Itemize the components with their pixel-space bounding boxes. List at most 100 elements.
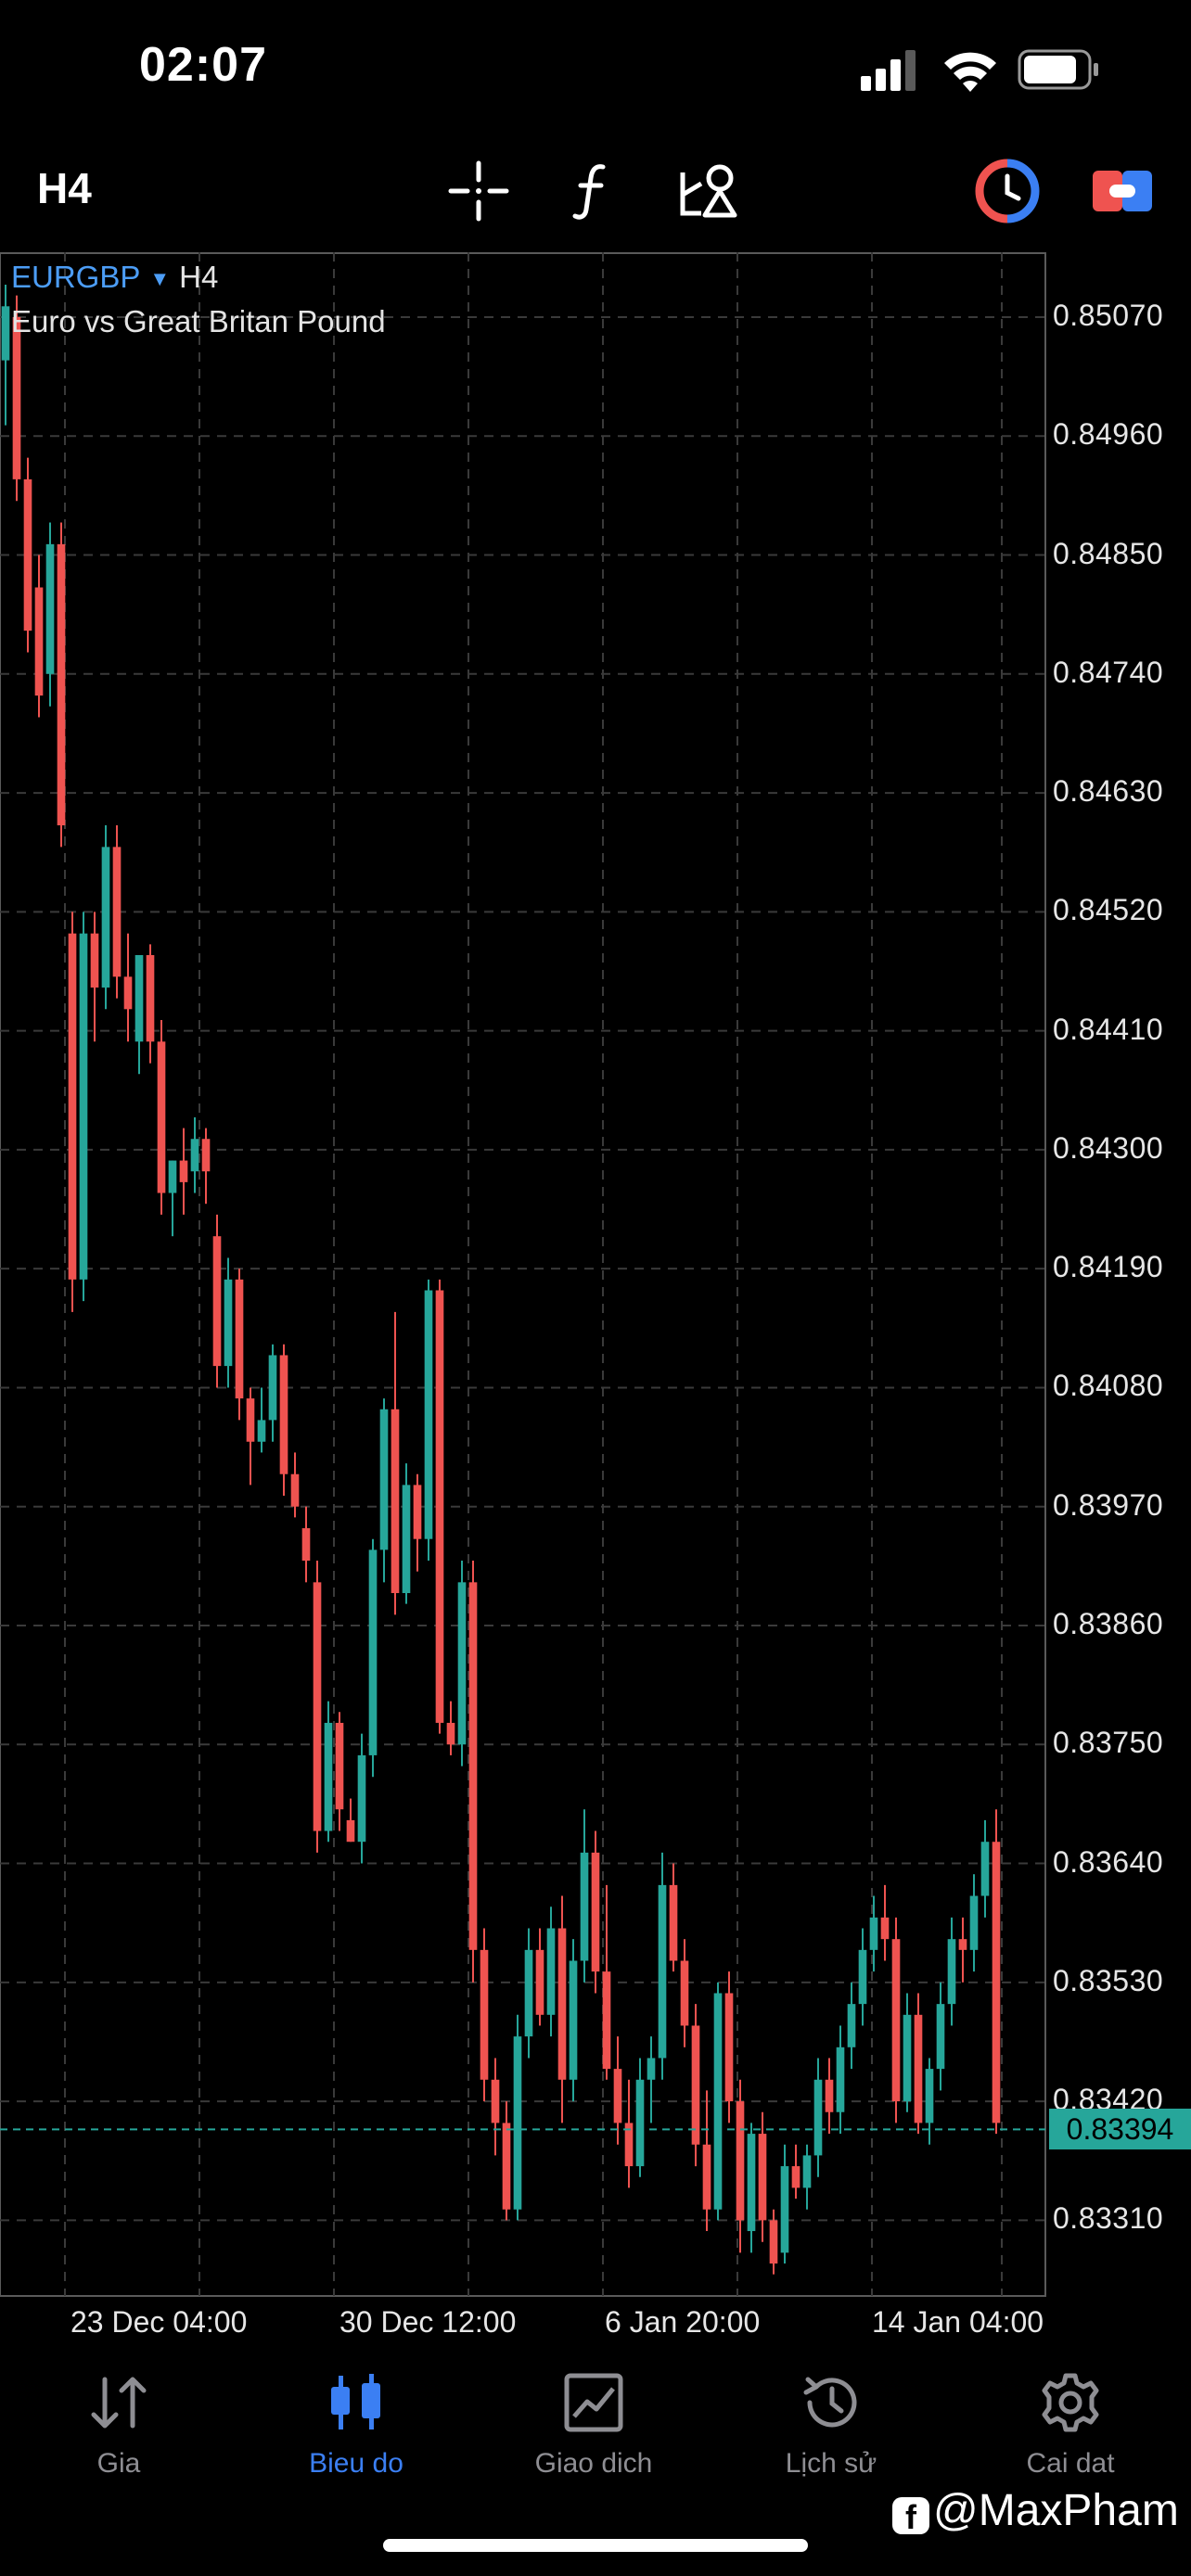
candle-body [45,543,55,674]
indicators-icon[interactable] [560,158,627,224]
price-tick-label: 0.83310 [1053,2201,1164,2236]
candle-body [680,1960,689,2026]
candle-bull [635,2058,645,2177]
trade-icon[interactable] [1089,158,1156,224]
tab-history[interactable]: Lịch sử [712,2337,950,2479]
objects-icon[interactable] [675,158,742,224]
candle-bull [546,1906,556,2037]
candle-body [836,2047,845,2112]
date-tick-label: 23 Dec 04:00 [70,2305,248,2339]
one-click-trading-icon[interactable] [974,158,1041,224]
candle-body [713,1993,723,2210]
symbol-description: Euro vs Great Britan Pound [11,304,386,338]
tab-quotes[interactable]: Gia [0,2337,237,2479]
candle-bull [903,1993,912,2112]
candle-body [201,1139,211,1172]
candle-bear [201,1128,211,1205]
candle-body [613,2069,622,2123]
tab-chart[interactable]: Bieu do [237,2337,475,2479]
candle-bear [958,1917,967,1983]
candle-bear [112,825,122,999]
candle-bear [613,2036,622,2145]
candle-bull [802,2144,812,2210]
caret-down-icon[interactable]: ▼ [149,267,171,291]
trade-chart-icon [564,2373,623,2432]
candle-bear [157,1019,166,1215]
candle-bull [45,522,55,707]
symbol-name[interactable]: EURGBP [11,260,141,294]
candle-bull [713,1982,723,2221]
tab-chart-label: Bieu do [309,2448,403,2479]
candle-body [257,1420,266,1442]
candle-body [769,2220,778,2264]
price-tick-label: 0.83530 [1053,1963,1164,1997]
symbol-header[interactable]: EURGBP ▼ H4 [11,260,218,295]
candle-body [12,316,21,479]
candle-bear [502,2101,511,2221]
candle-bear [68,912,77,1312]
wifi-icon [944,52,996,92]
candle-bull [580,1809,589,1983]
candle-bear [491,2058,500,2156]
candle-bull [1,284,10,426]
candle-body [891,1939,901,2102]
candle-body [813,2079,823,2156]
candle-bull [847,1982,856,2070]
candle-bull [747,2123,756,2253]
candle-body [758,2134,767,2221]
candle-bear [468,1561,478,1983]
candle-body [402,1485,411,1594]
candle-body [847,2004,856,2047]
gear-icon [1042,2373,1099,2432]
candle-body [791,2166,800,2188]
candle-body [480,1949,489,2080]
tab-trade[interactable]: Giao dich [475,2337,712,2479]
candle-body [736,2101,745,2221]
candle-bear [602,1884,611,2080]
candle-bull [869,1895,878,1972]
candle-body [880,1917,890,1940]
candle-body [1,306,10,361]
candle-bear [313,1561,322,1853]
crosshair-icon[interactable] [445,158,512,224]
candle-body [391,1409,400,1594]
candle-bear [346,1798,355,1843]
candle-bull [324,1701,333,1843]
candle-bear [246,1387,255,1486]
tab-settings[interactable]: Cai dat [950,2337,1191,2479]
price-tick-label: 0.84960 [1053,417,1164,452]
candle-bear [758,2111,767,2242]
candle-bull [813,2058,823,2177]
candle-bull [858,1928,867,2026]
candle-body [969,1895,979,1950]
candle-bear [435,1279,444,1734]
candle-bear [413,1473,422,1572]
candle-body [635,2079,645,2167]
facebook-icon: f [892,2497,929,2536]
timeframe-button[interactable]: H4 [37,164,92,212]
candle-body [324,1722,333,1831]
candle-body [123,976,133,1010]
candle-bear [179,1128,188,1215]
candle-body [524,1949,533,2037]
candle-bull [836,2025,845,2135]
chart-area[interactable]: EURGBP ▼ H4 Euro vs Great Britan Pound 0.8… [0,252,1191,2339]
candle-body [992,1842,1001,2123]
candle-bear [123,933,133,1042]
candle-body [747,2134,756,2232]
candle-body [168,1160,177,1193]
candle-bear [769,2209,778,2275]
candle-bear [914,1993,923,2135]
signal-icon [861,50,916,91]
price-tick-label: 0.84410 [1053,1012,1164,1046]
candle-bear [90,912,99,1042]
candle-body [947,1939,956,2005]
symbol-timeframe: H4 [179,260,219,294]
candle-body [157,1041,166,1193]
tab-trade-label: Giao dich [534,2448,653,2479]
candle-bear [691,2004,700,2167]
price-tick-label: 0.83860 [1053,1606,1164,1640]
candle-body [569,1960,578,2080]
candlestick-icon [331,2374,380,2429]
price-chart[interactable] [0,252,1191,2302]
